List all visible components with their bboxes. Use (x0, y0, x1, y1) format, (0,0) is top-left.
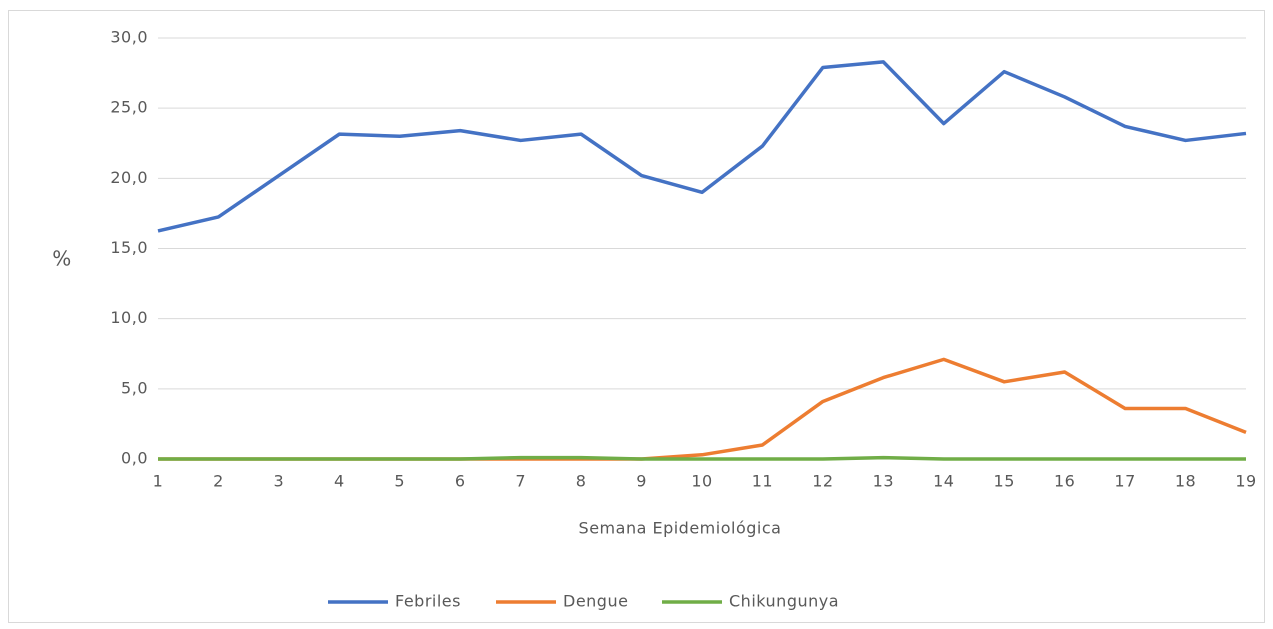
x-tick-label: 6 (455, 472, 466, 491)
legend-label: Febriles (395, 592, 461, 611)
x-tick-label: 18 (1175, 472, 1196, 491)
x-tick-label: 7 (515, 472, 526, 491)
legend-label: Dengue (563, 592, 628, 611)
y-tick-label: 25,0 (110, 98, 148, 117)
x-tick-label: 8 (576, 472, 587, 491)
series-line (157, 60, 1247, 233)
y-tick-label: 10,0 (110, 308, 148, 327)
x-tick-label: 3 (274, 472, 285, 491)
x-tick-label: 14 (933, 472, 954, 491)
x-tick-label: 10 (691, 472, 712, 491)
y-tick-label: 0,0 (121, 449, 148, 468)
series-line (158, 455, 1246, 461)
x-tick-label: 16 (1054, 472, 1075, 491)
x-tick-label: 19 (1235, 472, 1256, 491)
chart-border (8, 10, 1265, 623)
x-axis-title: Semana Epidemiológica (579, 519, 782, 538)
y-tick-label: 15,0 (110, 238, 148, 257)
x-tick-label: 5 (394, 472, 405, 491)
x-tick-label: 1 (153, 472, 164, 491)
y-tick-label: 5,0 (121, 378, 148, 397)
x-tick-label: 9 (636, 472, 647, 491)
x-tick-label: 12 (812, 472, 833, 491)
legend-label: Chikungunya (729, 592, 839, 611)
y-tick-label: 30,0 (110, 28, 148, 47)
x-tick-label: 11 (752, 472, 773, 491)
y-tick-label: 20,0 (110, 168, 148, 187)
x-tick-label: 2 (213, 472, 224, 491)
x-tick-label: 15 (994, 472, 1015, 491)
x-tick-label: 4 (334, 472, 345, 491)
x-tick-label: 17 (1114, 472, 1135, 491)
x-tick-label: 13 (873, 472, 894, 491)
y-axis-title: % (52, 247, 72, 271)
